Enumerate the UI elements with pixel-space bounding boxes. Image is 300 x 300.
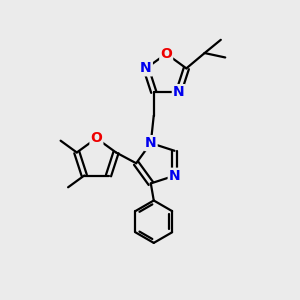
- Text: N: N: [140, 61, 152, 75]
- Text: N: N: [145, 136, 157, 150]
- Text: N: N: [169, 169, 180, 183]
- Text: N: N: [173, 85, 184, 99]
- Text: O: O: [160, 47, 172, 61]
- Text: O: O: [91, 131, 102, 145]
